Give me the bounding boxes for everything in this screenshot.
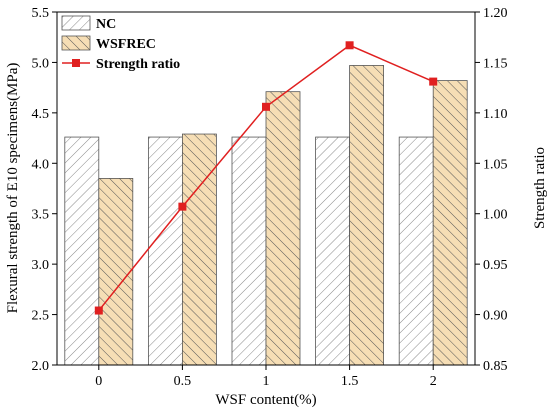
legend: NC WSFREC Strength ratio xyxy=(61,15,180,72)
bar-wsfrec-3 xyxy=(349,65,385,366)
bar-nc-2 xyxy=(231,136,267,366)
axes-layer: 0 0.5 1 1.5 2 2.0 2.5 3.0 3.5 4.0 4.5 5.0 5.5 0.85 0.9… xyxy=(32,6,508,389)
bars-layer xyxy=(64,65,468,366)
y-tick-label-6: 5.0 xyxy=(32,56,50,71)
legend-swatch-nc xyxy=(61,15,91,31)
y2-tick-label-6: 1.15 xyxy=(483,56,508,71)
y2-tick-label-4: 1.05 xyxy=(483,157,508,172)
bar-nc-0 xyxy=(64,136,100,366)
strength-ratio-point-3 xyxy=(345,41,354,50)
y2-tick-label-1: 0.90 xyxy=(483,309,508,324)
bar-wsfrec-1 xyxy=(181,133,217,366)
y2-tick-label-3: 1.00 xyxy=(483,208,508,223)
strength-ratio-point-0 xyxy=(94,306,103,315)
y-tick-label-7: 5.5 xyxy=(32,6,50,21)
y2-tick-label-2: 0.95 xyxy=(483,258,508,273)
x-axis-title: WSF content(%) xyxy=(215,392,316,408)
strength-ratio-point-1 xyxy=(178,202,187,211)
bar-nc-3 xyxy=(315,136,351,366)
legend-label-nc: NC xyxy=(96,17,116,32)
strength-ratio-point-2 xyxy=(262,102,270,111)
y-tick-label-3: 3.5 xyxy=(32,208,50,223)
bar-nc-4 xyxy=(398,136,434,366)
y-tick-label-5: 4.5 xyxy=(32,107,50,122)
legend-label-strength-ratio: Strength ratio xyxy=(96,57,180,72)
legend-swatch-wsfrec xyxy=(61,35,91,51)
bar-wsfrec-2 xyxy=(265,91,301,366)
strength-ratio-point-4 xyxy=(429,77,438,86)
y-axis-title: Flexural strength of E10 specimens(MPa) xyxy=(5,63,21,314)
x-tick-label-2: 1 xyxy=(263,374,270,389)
x-tick-label-4: 2 xyxy=(430,374,437,389)
strength-ratio-line-layer xyxy=(94,41,438,315)
y-tick-label-0: 2.0 xyxy=(32,359,50,374)
bar-wsfrec-4 xyxy=(432,80,468,366)
legend-label-wsfrec: WSFREC xyxy=(96,37,156,52)
y-tick-label-1: 2.5 xyxy=(32,309,50,324)
y2-tick-label-7: 1.20 xyxy=(483,6,508,21)
x-tick-label-1: 0.5 xyxy=(174,374,192,389)
y2-tick-label-5: 1.10 xyxy=(483,107,508,122)
y2-axis-title: Strength ratio xyxy=(532,147,548,229)
bar-wsfrec-0 xyxy=(98,178,134,366)
legend-marker-strength-ratio xyxy=(72,59,80,67)
bar-nc-1 xyxy=(147,136,183,366)
x-tick-label-3: 1.5 xyxy=(341,374,359,389)
x-tick-label-0: 0 xyxy=(95,374,102,389)
y-tick-label-2: 3.0 xyxy=(32,258,50,273)
y-tick-label-4: 4.0 xyxy=(32,157,50,172)
y2-tick-label-0: 0.85 xyxy=(483,359,508,374)
